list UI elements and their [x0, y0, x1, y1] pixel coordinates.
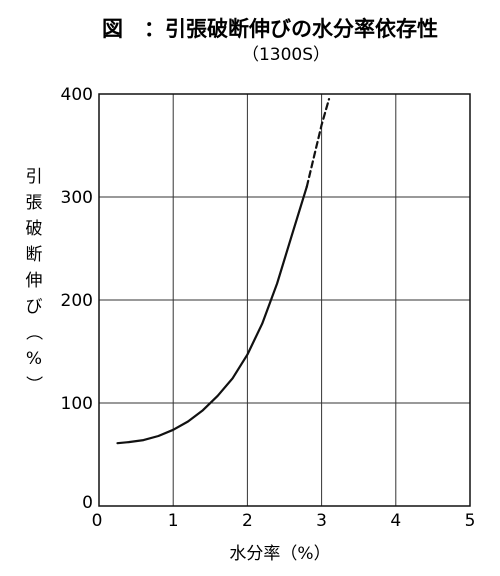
y-axis-label-char: び: [26, 297, 43, 317]
y-axis-label-char: 引: [26, 167, 43, 187]
y-axis-label-char: ）: [23, 376, 43, 393]
plot-frame: [98, 93, 471, 507]
series-line-dashed: [305, 97, 331, 188]
y-tick-label: 100: [61, 394, 93, 414]
series-layer: [116, 97, 331, 445]
y-axis-label: 引張破断伸び （% ）: [23, 167, 43, 393]
y-axis-label-char: 張: [26, 193, 43, 213]
chart-title: 図 ：引張破断伸びの水分率依存性: [102, 17, 438, 41]
x-axis-label: 水分率（%）: [229, 544, 330, 564]
series-line-solid: [116, 185, 308, 445]
x-tick-label: 1: [168, 511, 179, 531]
y-tick-label: 0: [82, 493, 93, 513]
y-tick-label: 200: [61, 291, 93, 311]
grid: [99, 94, 470, 506]
y-axis-label-char: （: [23, 324, 43, 341]
x-tick-label: 4: [390, 511, 401, 531]
x-tick-label: 2: [242, 511, 253, 531]
x-tick-label: 3: [316, 511, 327, 531]
y-axis-label-char: 伸: [26, 271, 43, 291]
x-tick-label: 5: [465, 511, 476, 531]
y-axis-label-char: 破: [26, 219, 43, 239]
y-axis-label-char: %: [26, 349, 42, 369]
chart-subtitle: （1300S）: [242, 45, 330, 65]
y-axis-label-char: 断: [26, 245, 43, 265]
y-tick-label: 300: [61, 188, 93, 208]
x-tick-label: 0: [92, 511, 103, 531]
y-tick-labels: 0 100 200 300 400: [61, 85, 93, 513]
x-tick-labels: 0 1 2 3 4 5: [92, 511, 476, 531]
y-tick-label: 400: [61, 85, 93, 105]
